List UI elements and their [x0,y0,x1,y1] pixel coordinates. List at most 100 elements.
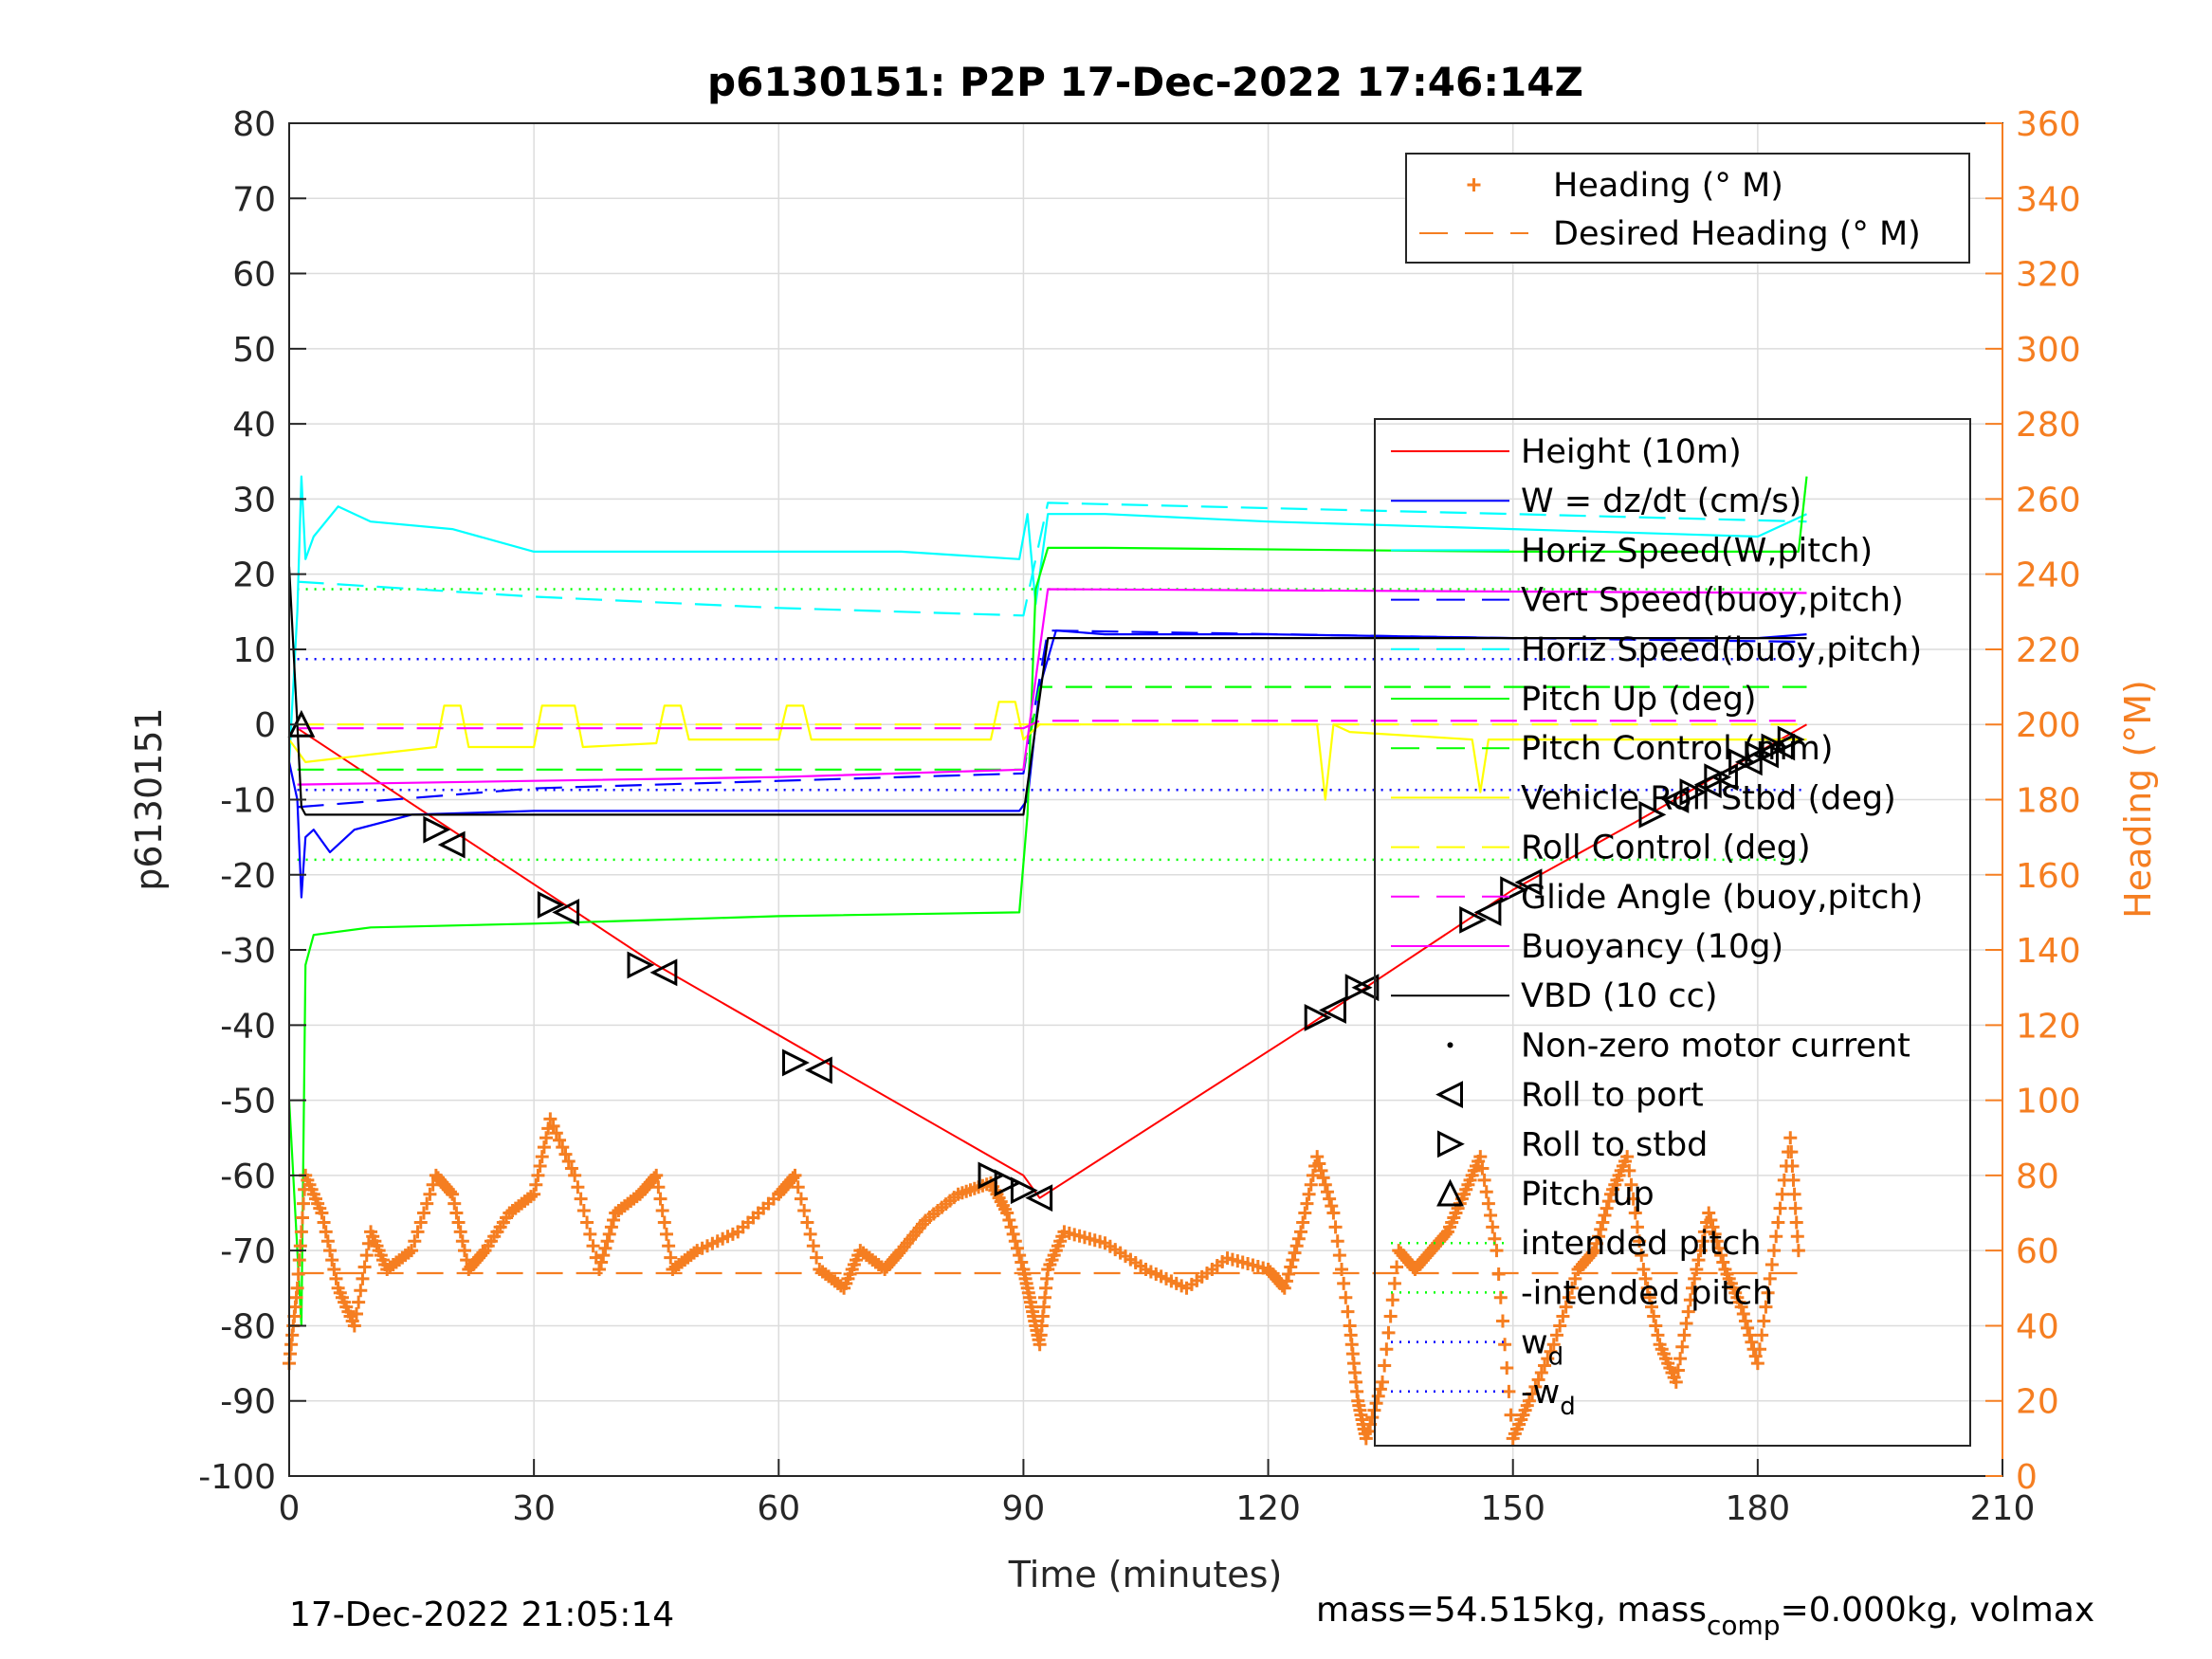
legend-entry-intended-pitch-16: intended pitch [1391,1225,1762,1263]
heading-point [1546,1338,1561,1352]
heading-point [1750,1357,1764,1371]
heading-point [1647,1309,1661,1323]
heading-point [574,1192,588,1206]
series-layer [283,475,1808,1446]
heading-point [1788,1201,1802,1215]
heading-point [1686,1281,1700,1295]
heading-point [1544,1344,1558,1358]
roll-to-stbd-marker [1777,725,1805,754]
heading-point [1013,1249,1027,1263]
heading-point [549,1126,563,1140]
heading-point [354,1284,368,1298]
heading-point [1702,1206,1716,1220]
heading-point [1638,1271,1653,1285]
legend-label: wd [1521,1324,1563,1372]
legend-label-main: W = dz/dt (cm/s) [1521,483,1801,520]
heading-point [791,1180,805,1194]
y2-tick-label: 100 [2016,1083,2081,1121]
legend-label: -wd [1521,1374,1576,1421]
footer-mass-sub: comp [1707,1610,1781,1641]
heading-point [451,1215,466,1230]
legend-label-main: w [1521,1324,1548,1362]
legend-marker [1436,1178,1464,1207]
heading-point [1328,1220,1343,1234]
heading-point [1378,1358,1392,1373]
heading-point [1786,1173,1801,1187]
heading-point [1291,1231,1306,1246]
heading-point [1677,1328,1691,1342]
roll-to-stbd-marker [1728,748,1757,776]
y2-tick-label: 240 [2016,556,2081,595]
heading-point [1635,1249,1649,1263]
heading-point [1755,1328,1769,1342]
y-tick-label: 40 [232,406,276,445]
roll-to-stbd-marker [537,891,565,919]
heading-point [664,1250,678,1265]
heading-point [1704,1212,1718,1227]
y2-tick-label: 20 [2016,1383,2059,1422]
heading-point [533,1158,547,1173]
heading-point [1310,1150,1325,1164]
heading-point [1002,1212,1016,1227]
y-tick-label: 20 [232,556,276,595]
legend-label: Horiz Speed(buoy,pitch) [1521,631,1922,669]
heading-point [1556,1309,1570,1323]
heading-point [411,1225,425,1239]
heading-point [458,1244,472,1258]
legend-entry-w-d-19: -wd [1391,1374,1576,1421]
heading-point [1640,1281,1654,1295]
legend-entry-non-zero-motor-current-12: Non-zero motor current [1447,1027,1910,1065]
legend-label-main: Horiz Speed(buoy,pitch) [1521,631,1922,669]
legend-marker [1437,1130,1465,1158]
heading-point [1534,1365,1548,1379]
roll-to-stbd-marker [1761,733,1789,761]
heading-point [580,1215,594,1230]
heading-point [598,1241,612,1255]
heading-m-series [283,1112,1805,1446]
heading-point [1010,1241,1024,1255]
heading-point [662,1239,676,1253]
heading-point [1293,1225,1307,1239]
legend-entry-roll-to-port-13: Roll to port [1435,1077,1704,1115]
horiz-speed-w-pitch-series [287,475,1807,762]
legend-entry-pitch-up-deg-5: Pitch Up (deg) [1391,681,1757,719]
legend-label-main: Roll to port [1521,1077,1704,1115]
roll-to-stbd-marker [994,1169,1022,1197]
y2-axis-label: Heading (°M) [2117,680,2159,919]
legend-label-sub: d [1548,1343,1564,1372]
heading-point [1531,1373,1545,1387]
heading-point [1769,1230,1783,1244]
y-tick-label: -100 [198,1458,276,1497]
heading-point [1000,1206,1015,1220]
y-tick-label: 60 [232,256,276,295]
heading-point [1286,1253,1300,1267]
heading-point [357,1260,372,1274]
heading-point [564,1161,578,1176]
heading-point [527,1187,541,1201]
heading-point [803,1227,817,1241]
heading-point [1716,1255,1730,1269]
legend-label: Roll to stbd [1521,1126,1708,1164]
heading-point [1789,1215,1803,1230]
heading-point [1787,1187,1801,1201]
heading-point [1600,1201,1614,1215]
heading-point [602,1227,616,1241]
heading-point [1304,1177,1318,1192]
roll-to-stbd-marker [1459,905,1488,934]
main-legend: Height (10m) W = dz/dt (cm/s) Horiz Speed(… [1374,418,1971,1447]
heading-point [1688,1271,1702,1285]
heading-point [1365,1411,1380,1425]
footer-mass-info: mass=54.515kg, masscomp=0.000kg, volmax [1316,1591,2094,1641]
heading-legend: Heading (° M) Desired Heading (° M) [1405,153,1970,264]
heading-point [1568,1271,1582,1285]
heading-point [1385,1293,1399,1307]
heading-point [1302,1187,1316,1201]
y2-tick-label: 300 [2016,331,2081,370]
heading-point [1320,1185,1334,1199]
heading-point [1697,1225,1711,1239]
heading-point [1691,1253,1706,1267]
heading-point [657,1215,671,1230]
y2-tick-label: 340 [2016,180,2081,219]
y2-tick-label: 320 [2016,256,2081,295]
legend-label-sub: d [1560,1393,1576,1421]
